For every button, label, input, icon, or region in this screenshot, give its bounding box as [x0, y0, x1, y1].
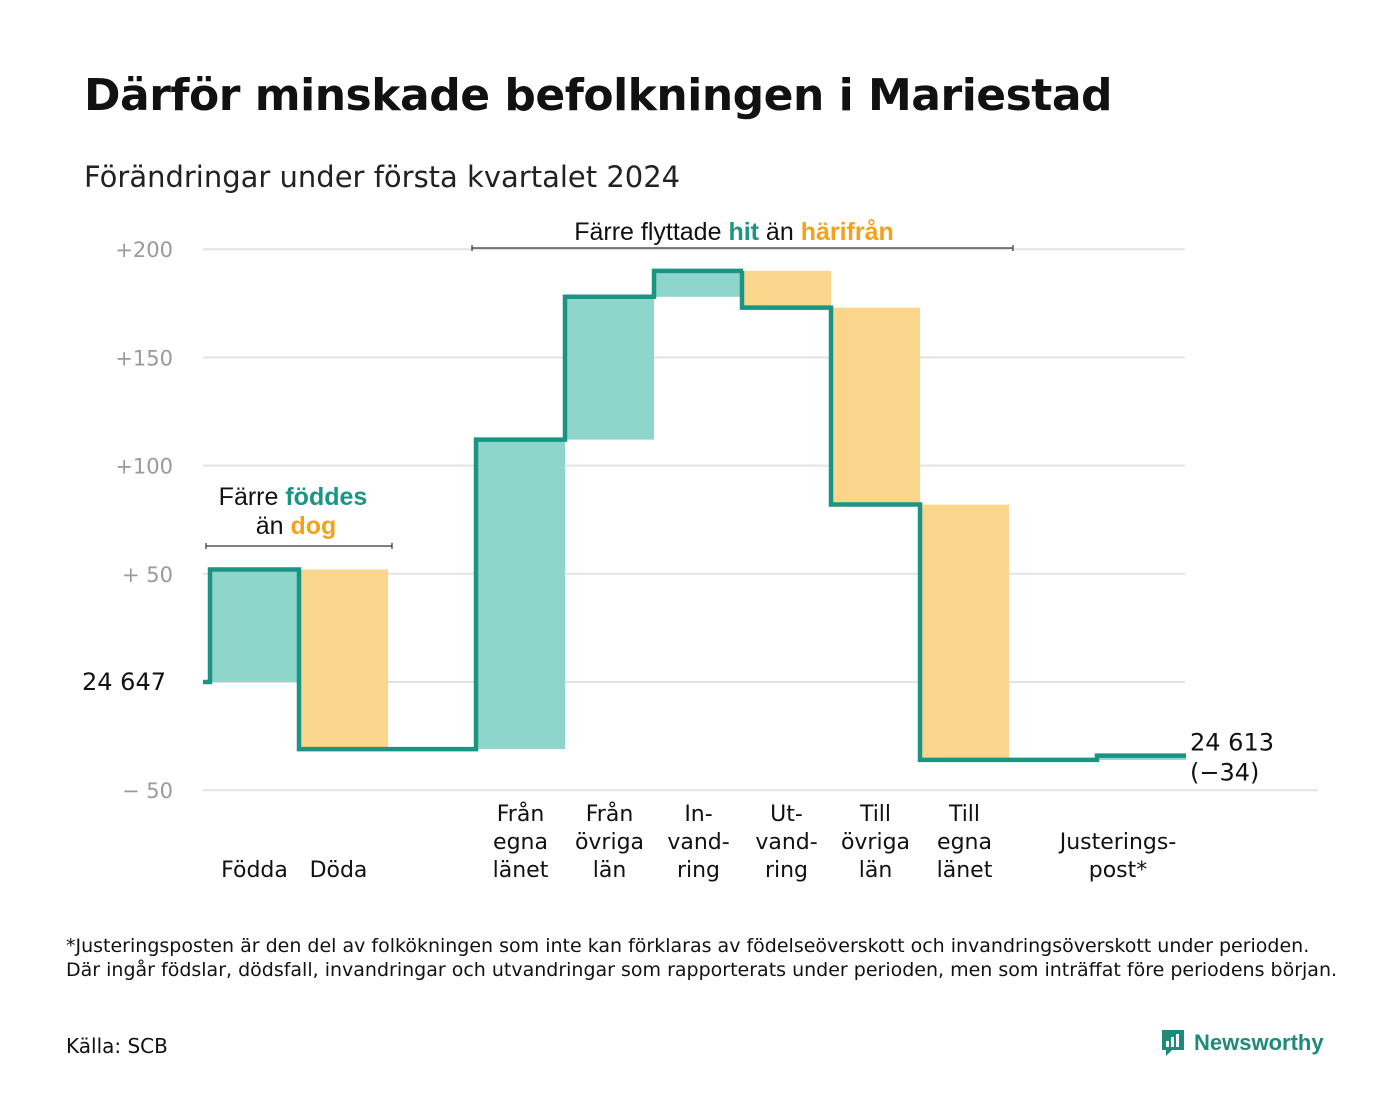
- waterfall-bar: [654, 270, 743, 297]
- category-label: Döda: [310, 858, 368, 883]
- category-label: In-vand-ring: [667, 802, 729, 883]
- y-tick-label: − 50: [122, 779, 173, 803]
- category-label: Från egna länet: [493, 801, 549, 883]
- y-tick-label: + 50: [122, 563, 173, 587]
- cumulative-step-line: [203, 268, 1186, 763]
- y-tick-label: +150: [115, 346, 173, 370]
- annotation-births-bracket: [205, 543, 393, 549]
- category-label: Justerings-post*: [1058, 830, 1177, 883]
- start-value-label: 24 647: [82, 668, 166, 696]
- waterfall-bar: [831, 307, 920, 505]
- y-tick-label: +100: [115, 455, 173, 479]
- footnote: *Justeringsposten är den del av folkökni…: [66, 935, 1338, 981]
- waterfall-bar: [742, 270, 831, 308]
- waterfall-bar: [565, 296, 654, 440]
- waterfall-bar: [920, 504, 1009, 760]
- category-label: Ut-vand-ring: [755, 802, 817, 883]
- waterfall-chart: +200 +150 +100 + 50 − 50 24 647 24 613(−34) Fö…: [82, 218, 1318, 883]
- annotation-migration: Färre flyttade hit än härifrån: [574, 218, 894, 246]
- waterfall-bar: [210, 569, 299, 682]
- waterfall-bar: [476, 439, 565, 750]
- y-tick-label: +200: [115, 238, 173, 262]
- annotation-births-line1: Färre föddes: [219, 483, 368, 511]
- end-value-label: 24 613: [1190, 729, 1274, 757]
- waterfall-bar: [299, 569, 388, 750]
- source-note: Källa: SCB: [66, 1034, 168, 1058]
- annotation-births-line2: än dog: [256, 512, 337, 540]
- brand-name: Newsworthy: [1194, 1030, 1324, 1055]
- chart-title: Därför minskade befolkningen i Mariestad: [84, 70, 1113, 121]
- annotation-migration-bracket: [471, 245, 1014, 251]
- category-label: Till övriga län: [841, 802, 910, 883]
- category-label: Till egna länet: [937, 802, 993, 883]
- brand-logo: Newsworthy: [1160, 1028, 1324, 1058]
- category-label: Från övriga län: [575, 801, 644, 883]
- category-label: Födda: [221, 858, 288, 883]
- end-change-label: (−34): [1190, 759, 1259, 787]
- newsworthy-logo-icon: [1162, 1030, 1184, 1056]
- chart-subtitle: Förändringar under första kvartalet 2024: [84, 160, 681, 194]
